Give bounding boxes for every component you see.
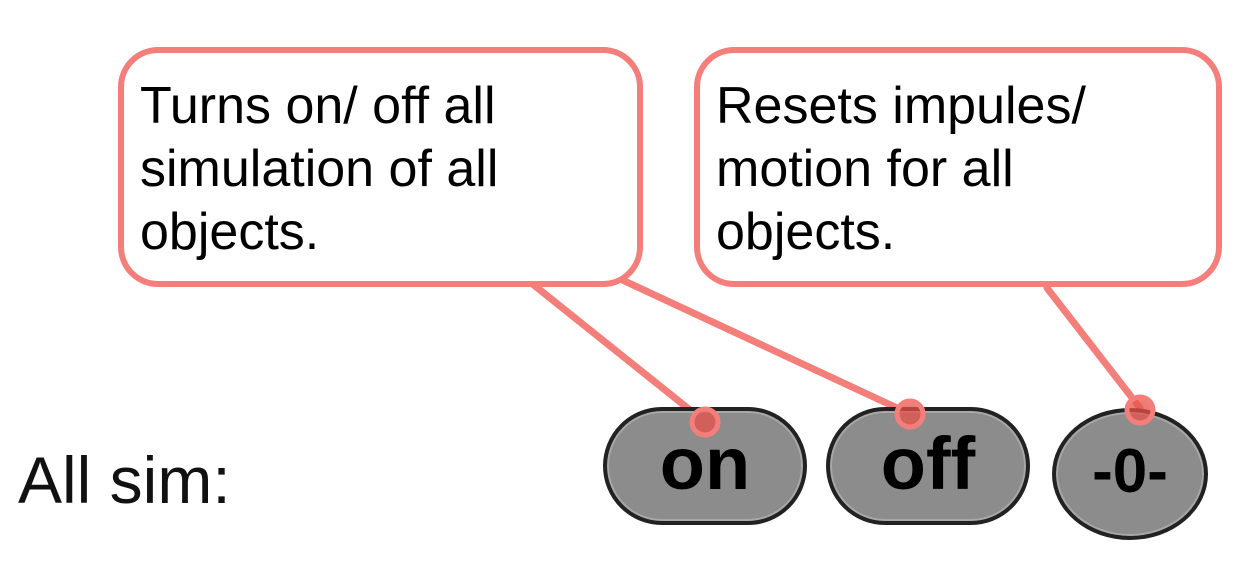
reset-motion-button-label: -0- (1092, 437, 1168, 506)
sim-on-button-label: on (659, 422, 751, 505)
leader-line-off (614, 274, 914, 418)
callout-reset-motion: Resets impules/ motion for all objects. (694, 47, 1222, 287)
callout-line: Resets impules/ (716, 77, 1086, 135)
callout-line: simulation of all (140, 140, 499, 198)
callout-simulation-toggle: Turns on/ off all simulation of all obje… (118, 47, 643, 287)
leader-line-on (526, 278, 709, 426)
reset-motion-button[interactable]: -0- (1052, 408, 1208, 540)
all-sim-label: All sim: (18, 443, 231, 517)
sim-off-button-label: off (880, 422, 976, 505)
callout-line: motion for all (716, 140, 1014, 198)
sim-off-button[interactable]: off (826, 407, 1030, 525)
sim-on-button[interactable]: on (603, 407, 807, 525)
callout-line: objects. (140, 203, 320, 261)
leader-line-reset (1043, 284, 1144, 412)
callout-line: objects. (716, 203, 896, 261)
callout-line: Turns on/ off all (140, 77, 496, 135)
